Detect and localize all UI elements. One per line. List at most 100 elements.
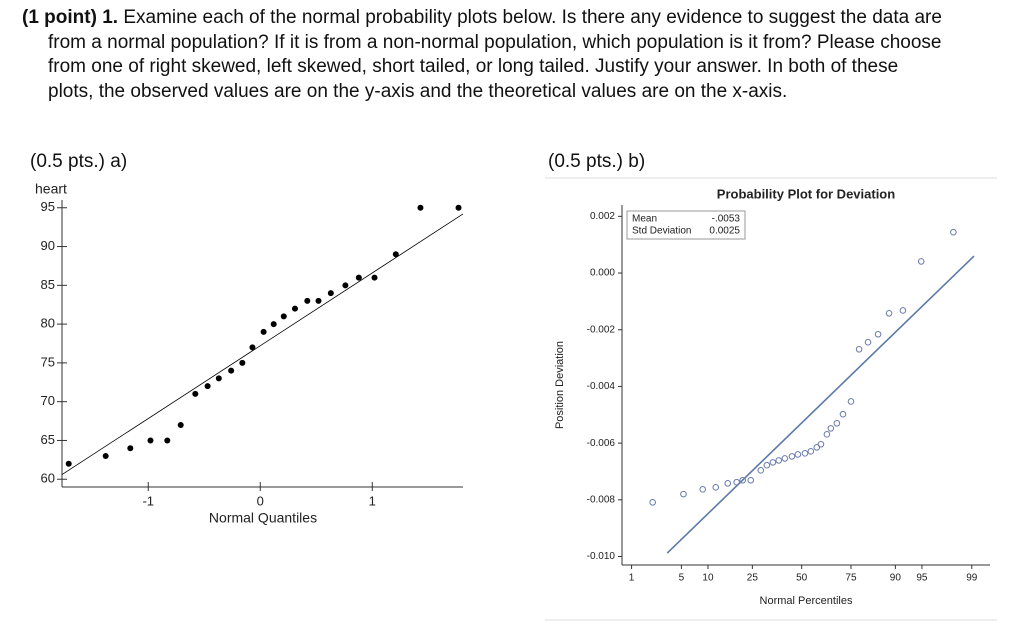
x-tick-label: 90 <box>890 573 902 584</box>
y-axis-label: heart <box>35 181 67 197</box>
point <box>680 490 687 498</box>
point <box>455 204 462 211</box>
point <box>874 330 882 338</box>
y-tick-label: 80 <box>41 316 55 331</box>
x-tick-label: 5 <box>679 573 685 584</box>
y-tick-label: 65 <box>41 432 55 447</box>
question: (1 point) 1. Examine each of the normal … <box>22 6 948 104</box>
point <box>747 476 755 484</box>
x-axis-label: Normal Quantiles <box>209 510 317 526</box>
part-label: (0.5 pts.) b) <box>548 151 646 172</box>
point <box>775 457 783 464</box>
inset-box <box>626 210 746 240</box>
point <box>763 461 771 469</box>
point <box>864 338 872 346</box>
x-tick-label: -1 <box>142 493 154 508</box>
chart-title: Probability Plot for Deviation <box>717 186 895 201</box>
x-tick-label: 25 <box>747 573 759 584</box>
point <box>885 309 893 317</box>
y-tick-label: 70 <box>41 393 55 408</box>
x-tick-label: 50 <box>796 573 808 584</box>
question-number: 1. <box>102 7 119 28</box>
point <box>417 204 424 211</box>
x-tick-label: 1 <box>629 573 635 584</box>
point <box>847 398 855 405</box>
x-tick-label: 95 <box>916 573 928 584</box>
x-tick-label: 1 <box>369 493 376 508</box>
y-tick-label: -0.006 <box>587 438 616 449</box>
reference-line <box>61 213 464 475</box>
point <box>827 425 835 432</box>
point <box>177 421 184 428</box>
point <box>807 448 815 455</box>
point <box>371 274 378 281</box>
inset-value: -.0053 <box>712 214 741 225</box>
point <box>65 460 72 467</box>
y-tick-label: 85 <box>41 277 55 292</box>
point <box>781 455 789 462</box>
x-tick-label: 0 <box>257 493 264 508</box>
y-tick-label: -0.010 <box>587 551 616 562</box>
point <box>327 290 334 297</box>
point <box>833 419 841 427</box>
point <box>355 274 362 281</box>
y-tick-label: -0.002 <box>587 324 616 335</box>
point <box>147 437 154 444</box>
point <box>392 251 399 258</box>
point <box>769 459 777 466</box>
point <box>315 297 322 304</box>
point <box>712 484 720 491</box>
inset-value: 0.0025 <box>709 226 740 237</box>
reference-line <box>666 255 975 554</box>
x-tick-label: 75 <box>845 573 857 584</box>
inset-label: Std Deviation <box>632 226 691 237</box>
point <box>839 410 847 418</box>
point <box>291 305 298 312</box>
question-text: Examine each of the normal probability p… <box>48 7 942 102</box>
point <box>733 478 740 486</box>
part-label: (0.5 pts.) a) <box>30 151 128 172</box>
point <box>164 437 171 444</box>
point <box>342 282 349 289</box>
point <box>260 328 267 335</box>
point <box>739 476 747 484</box>
point <box>102 452 109 459</box>
point <box>917 258 925 265</box>
y-tick-label: 75 <box>41 354 55 369</box>
y-tick-label: 0.000 <box>590 268 615 279</box>
point <box>249 344 256 351</box>
point <box>724 480 732 487</box>
point <box>228 367 235 374</box>
point <box>823 431 831 438</box>
point <box>649 499 656 506</box>
point <box>855 345 863 353</box>
point <box>699 486 707 493</box>
y-tick-label: 95 <box>41 199 55 214</box>
point <box>813 444 821 451</box>
point <box>788 453 796 460</box>
point <box>801 450 809 457</box>
point <box>757 467 765 474</box>
x-tick-label: 99 <box>966 573 978 584</box>
point <box>192 390 199 397</box>
point <box>215 375 222 382</box>
point <box>899 307 907 314</box>
point <box>817 440 825 448</box>
y-tick-label: -0.008 <box>587 494 616 505</box>
point <box>127 445 134 452</box>
point <box>280 313 287 320</box>
x-axis-label: Normal Percentiles <box>760 595 853 607</box>
point <box>204 383 211 390</box>
question-label: (1 point) <box>22 7 97 28</box>
y-tick-label: 90 <box>41 238 55 253</box>
y-axis-label: Position Deviation <box>554 341 566 429</box>
point <box>304 297 311 304</box>
y-tick-label: 0.002 <box>590 211 615 222</box>
point <box>794 451 802 458</box>
inset-label: Mean <box>632 214 657 225</box>
y-tick-label: 60 <box>41 471 55 486</box>
y-tick-label: -0.004 <box>587 381 616 392</box>
point <box>950 228 957 236</box>
